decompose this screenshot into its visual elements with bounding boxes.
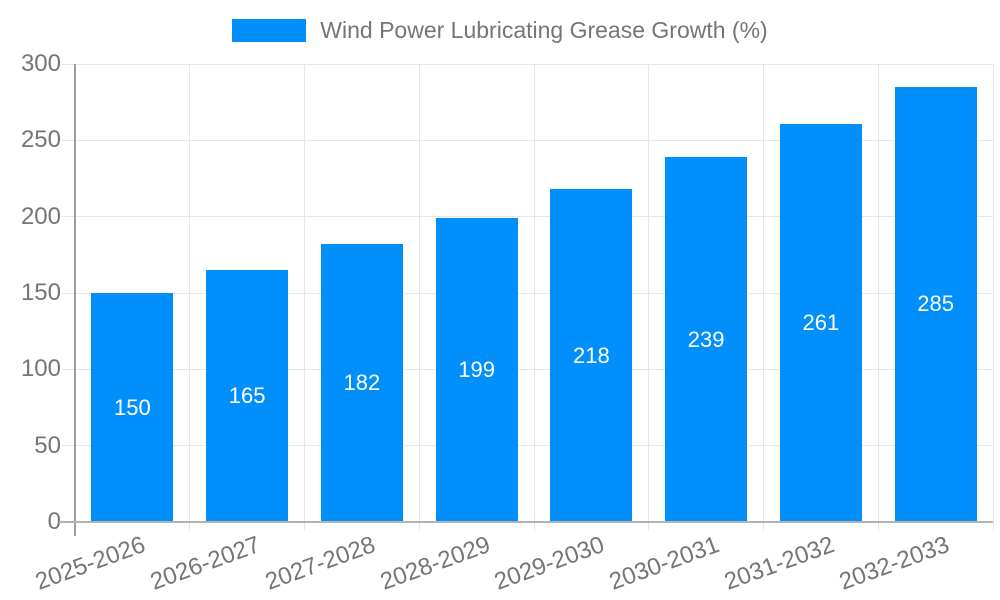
legend-label: Wind Power Lubricating Grease Growth (%) [320, 17, 768, 43]
legend-item[interactable]: Wind Power Lubricating Grease Growth (%) [232, 17, 768, 43]
legend: Wind Power Lubricating Grease Growth (%) [0, 17, 1000, 43]
category-separator-gridline [533, 64, 535, 531]
x-axis-tick-label: 2029-2030 [491, 531, 609, 596]
x-axis-tick-label: 2025-2026 [32, 531, 150, 596]
x-axis-tick-label: 2032-2033 [835, 531, 953, 596]
x-axis-tick-label: 2028-2029 [376, 531, 494, 596]
y-axis-tick-label: 250 [20, 126, 61, 154]
bar[interactable]: 261 [779, 123, 862, 522]
legend-marker-swatch [232, 18, 307, 42]
category-separator-gridline [648, 64, 650, 531]
x-axis-tick-label: 2026-2027 [146, 531, 265, 596]
bar[interactable]: 218 [550, 189, 633, 522]
y-axis-tick-label: 200 [20, 202, 61, 230]
h-gridline [62, 445, 993, 447]
bar[interactable]: 199 [435, 218, 518, 522]
category-separator-gridline [418, 64, 420, 531]
h-gridline [62, 63, 993, 65]
y-axis-tick-label: 300 [20, 50, 61, 77]
category-separator-gridline [992, 64, 994, 531]
plot-area: 0 50 100 150 200 250 300 150 165 182 199 218 239 261 2… [21, 50, 994, 596]
category-separator-gridline [763, 64, 764, 531]
y-axis-tick-label: 150 [20, 279, 61, 306]
bar-value-label: 182 [343, 370, 381, 396]
bar[interactable]: 285 [894, 86, 977, 522]
category-separator-gridline [304, 64, 305, 531]
bar-value-label: 165 [228, 383, 266, 409]
bar[interactable]: 165 [206, 270, 289, 522]
bar[interactable]: 239 [665, 157, 748, 522]
bar[interactable]: 182 [320, 244, 403, 522]
bar-value-label: 239 [687, 326, 725, 352]
x-axis-tick-label: 2031-2032 [720, 531, 838, 596]
y-axis-tick-label: 50 [34, 431, 61, 459]
x-axis-line [59, 521, 993, 523]
bar-value-label: 218 [573, 342, 610, 368]
h-gridline [62, 292, 993, 294]
y-axis-tick-label: 100 [20, 355, 61, 383]
bar-value-label: 199 [458, 357, 495, 383]
y-axis-line [74, 64, 76, 536]
category-separator-gridline [189, 64, 191, 531]
h-gridline [62, 368, 993, 370]
category-separator-gridline [877, 64, 879, 531]
bar-value-label: 285 [917, 291, 954, 317]
x-axis-tick-label: 2027-2028 [261, 531, 379, 596]
bar-value-label: 150 [114, 394, 151, 420]
y-axis-tick-label: 0 [47, 508, 61, 535]
bar[interactable]: 150 [91, 293, 174, 522]
x-axis-tick-label: 2030-2031 [605, 531, 724, 596]
h-gridline [62, 216, 993, 218]
h-gridline [62, 139, 993, 141]
bar-value-label: 261 [802, 309, 840, 335]
